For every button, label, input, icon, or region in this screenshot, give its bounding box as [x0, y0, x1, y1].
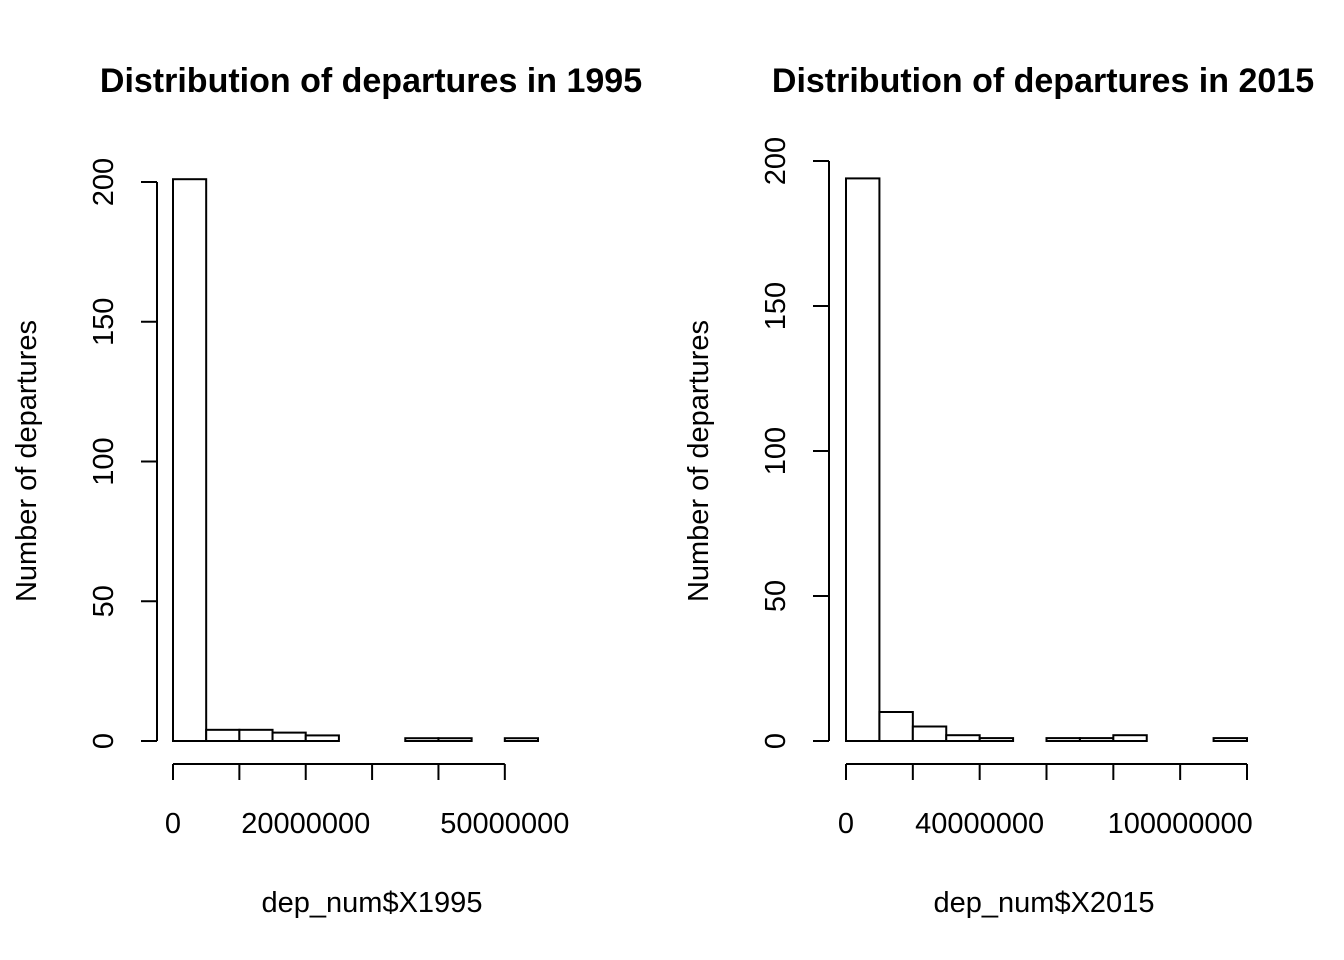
y-tick-label: 200	[760, 137, 792, 185]
y-tick-label: 0	[88, 733, 120, 749]
histogram-bar	[878, 711, 914, 742]
y-tick-label: 0	[760, 733, 792, 749]
chart-title: Distribution of departures in 1995	[100, 62, 642, 100]
histogram-bar	[503, 737, 539, 743]
y-tick-label: 50	[88, 585, 120, 617]
chart-title: Distribution of departures in 2015	[772, 62, 1314, 100]
histogram-bar	[1045, 737, 1081, 742]
x-tick-label: 100000000	[1108, 808, 1253, 840]
x-tick-label: 0	[838, 808, 854, 840]
histogram-panel-1995: Distribution of departures in 1995 dep_n…	[11, 62, 642, 919]
x-tick-label: 50000000	[440, 808, 569, 840]
histogram-bar	[945, 734, 981, 743]
y-axis-label: Number of departures	[11, 320, 43, 602]
histogram-bar	[404, 737, 440, 743]
histogram-bar	[205, 728, 241, 743]
histogram-bar	[172, 178, 208, 742]
histogram-bar	[304, 734, 340, 742]
histogram-bar	[271, 731, 307, 742]
y-tick-label: 100	[760, 427, 792, 475]
y-tick-label: 150	[760, 282, 792, 330]
bars	[845, 177, 1249, 743]
y-tick-label: 50	[760, 580, 792, 612]
x-axis: 0 20000000 50000000	[165, 763, 569, 840]
y-axis: 0 50 100 150 200	[760, 137, 830, 749]
x-axis-label: dep_num$X2015	[934, 887, 1155, 919]
histogram-bar	[1078, 737, 1115, 742]
x-tick-label: 20000000	[241, 808, 370, 840]
y-tick-label: 200	[88, 158, 120, 206]
histogram-bar	[978, 737, 1015, 742]
histogram-bar	[845, 177, 881, 742]
y-tick-label: 150	[88, 298, 120, 346]
histogram-panel-2015: Distribution of departures in 2015 dep_n…	[683, 62, 1314, 919]
histogram-bar	[238, 728, 274, 743]
histogram-bar	[437, 737, 473, 743]
histogram-bar	[1112, 734, 1148, 743]
bars	[172, 178, 539, 743]
x-axis-label: dep_num$X1995	[262, 887, 483, 919]
y-tick-label: 100	[88, 437, 120, 485]
y-axis: 0 50 100 150 200	[88, 158, 158, 749]
x-axis: 0 40000000 100000000	[838, 763, 1253, 840]
x-tick-label: 0	[165, 808, 181, 840]
histogram-bar	[911, 725, 948, 742]
x-tick-label: 40000000	[915, 808, 1044, 840]
y-axis-label: Number of departures	[683, 320, 715, 602]
histogram-bar	[1212, 737, 1249, 742]
